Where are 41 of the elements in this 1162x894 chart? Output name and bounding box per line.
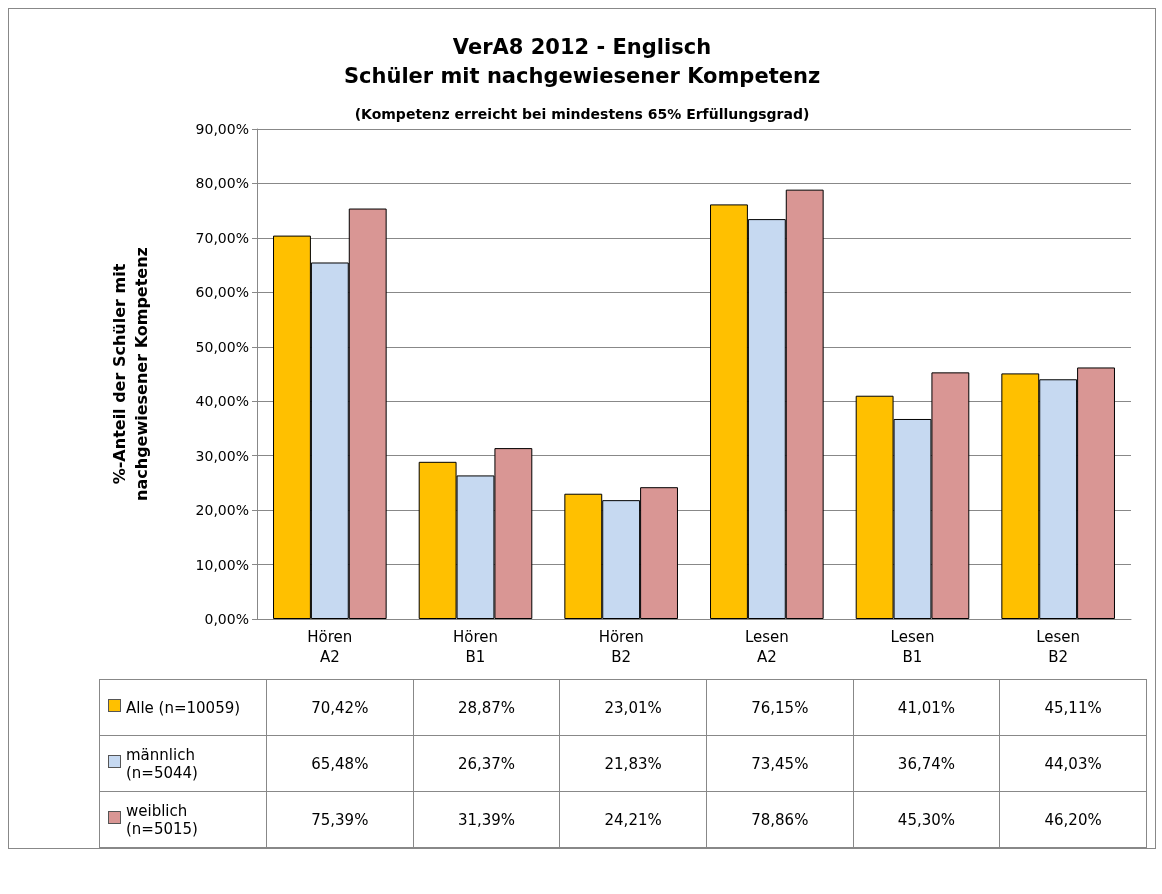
legend-label: männlich (n=5044): [126, 745, 199, 782]
data-label: 41,01%: [853, 679, 1000, 736]
y-tick-label: 70,00%: [195, 229, 249, 246]
data-label: 45,30%: [853, 791, 1000, 848]
data-label: 31,39%: [413, 791, 560, 848]
x-tick-label: Hören B1: [452, 628, 499, 666]
y-tick-label: 90,00%: [195, 121, 249, 137]
y-tick-label: 40,00%: [195, 393, 249, 410]
x-tick-label: Lesen A2: [744, 628, 789, 666]
data-label: 76,15%: [706, 679, 854, 736]
y-tick-label: 60,00%: [195, 284, 249, 301]
data-label: 45,11%: [999, 679, 1147, 736]
y-tick-label: 0,00%: [204, 611, 249, 627]
data-label: 36,74%: [853, 735, 1000, 792]
data-label: 24,21%: [559, 791, 707, 848]
legend-label: weiblich (n=5015): [126, 801, 199, 838]
data-label: 21,83%: [559, 735, 707, 792]
y-tick-label: 10,00%: [195, 556, 249, 573]
data-label: 46,20%: [999, 791, 1147, 848]
data-label: 78,86%: [706, 791, 854, 848]
y-axis-title: %-Anteil der Schüler mit nachgewiesener Kompetenz: [109, 247, 151, 501]
data-label: 75,39%: [266, 791, 414, 848]
y-tick-label: 80,00%: [195, 175, 249, 192]
data-label: 73,45%: [706, 735, 854, 792]
data-label: 28,87%: [413, 679, 560, 736]
x-tick-label: Lesen B2: [1036, 628, 1081, 666]
x-tick-label: Hören B2: [598, 628, 644, 666]
y-tick-label: 50,00%: [195, 338, 249, 355]
y-tick-label: 30,00%: [195, 447, 249, 464]
chart-title: VerA8 2012 - Englisch: [452, 34, 712, 59]
data-label: 70,42%: [266, 679, 414, 736]
data-label: 65,48%: [266, 735, 414, 792]
y-tick-label: 20,00%: [195, 502, 249, 519]
chart-subtitle: Schüler mit nachgewiesener Kompetenz: [343, 63, 821, 88]
data-label: 44,03%: [999, 735, 1147, 792]
text: (Kompetenz erreicht bei mindestens 65% Erfüllungsgrad): [354, 106, 810, 122]
x-tick-label: Lesen B1: [890, 628, 935, 666]
data-label: 26,37%: [413, 735, 560, 792]
data-label: 23,01%: [559, 679, 707, 736]
legend-label: Alle (n=10059): [126, 698, 242, 717]
x-tick-label: Hören A2: [307, 628, 353, 666]
